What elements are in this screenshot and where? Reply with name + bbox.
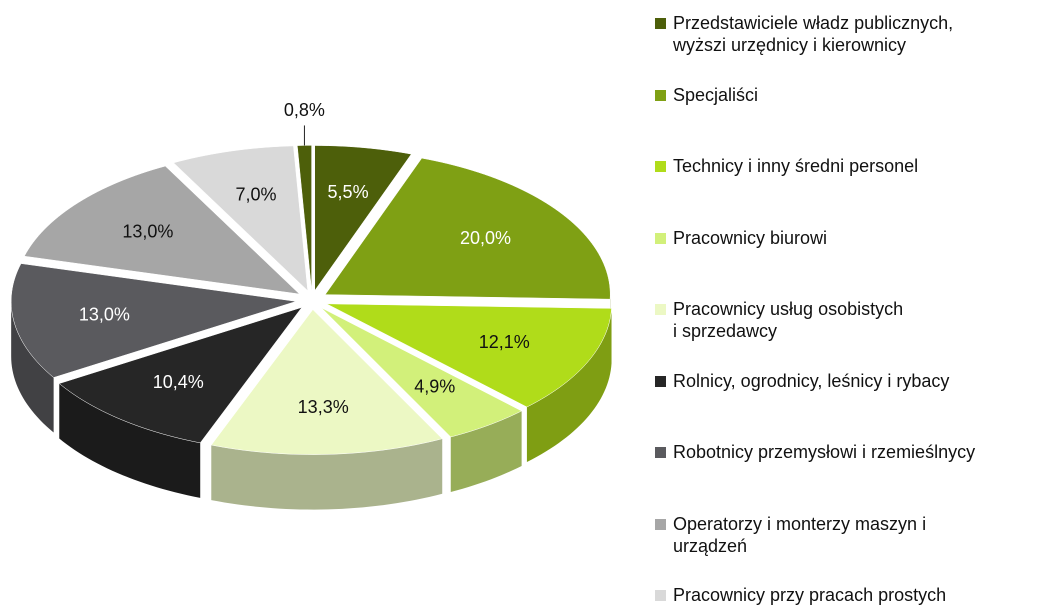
legend-entry: Pracownicy usług osobistych i sprzedawcy [655, 298, 1058, 342]
slice [297, 145, 312, 291]
legend-swatch [655, 89, 666, 101]
slice-side [59, 383, 201, 498]
legend-swatch [655, 375, 666, 387]
data-label: 13,0% [122, 221, 173, 241]
legend-entry: Technicy i inny średni personel [655, 155, 1058, 177]
data-label: 12,1% [479, 332, 530, 352]
legend-label: Technicy i inny średni personel [673, 156, 919, 176]
data-label: 10,4% [153, 372, 204, 392]
slice-side [211, 438, 443, 510]
legend-label: Robotnicy przemysłowi i rzemieślnycy [673, 442, 976, 462]
legend-swatch [655, 590, 666, 601]
legend-entry: Pracownicy przy pracach prostych [655, 584, 1058, 606]
data-label: 4,9% [414, 376, 455, 396]
legend-label: Pracownicy usług osobistych i sprzedawcy [673, 299, 904, 341]
slice [326, 303, 612, 408]
legend-entry: Robotnicy przemysłowi i rzemieślnycy [655, 441, 1058, 463]
legend-label: Pracownicy biurowi [673, 227, 828, 248]
legend-swatch [655, 304, 666, 315]
slice [210, 309, 443, 455]
legend-entry: Operatorzy i monterzy maszyn i urządzeń [655, 513, 1058, 557]
slice [321, 307, 523, 438]
legend-swatch [655, 518, 666, 530]
legend-label: Przedstawiciele władz publicznych, wyższ… [673, 13, 954, 55]
slice [324, 157, 611, 300]
data-label: 5,5% [328, 182, 369, 202]
data-label: 7,0% [235, 184, 276, 204]
legend-swatch [655, 161, 666, 172]
data-label: 0,8% [284, 100, 325, 120]
legend-entry: Pracownicy biurowi [655, 227, 1058, 249]
legend-label: Pracownicy przy pracach prostych [673, 585, 947, 605]
slice [23, 165, 301, 295]
data-label: 20,0% [460, 228, 511, 248]
legend-swatch [655, 18, 666, 29]
data-label: 13,3% [298, 397, 349, 417]
legend-swatch [655, 232, 666, 244]
legend-entry: Przedstawiciele władz publicznych, wyższ… [655, 12, 1058, 56]
slice-side [11, 301, 54, 433]
legend-label: Operatorzy i monterzy maszyn i urządzeń [673, 513, 927, 556]
data-label: 13,0% [79, 304, 130, 324]
slice [10, 263, 297, 378]
legend-label: Specjaliści [673, 84, 759, 105]
slice-side [526, 308, 612, 463]
slice [173, 145, 309, 292]
chart: 5,5% 20,0% 12,1% 4,9% 13,3% 10,4% 13,0% 13,0% 7,… [10, 100, 612, 510]
legend-swatch [655, 447, 666, 458]
slice [58, 306, 303, 444]
legend-entry: Specjaliści [655, 84, 1058, 106]
legend-entry: Rolnicy, ogrodnicy, leśnicy i rybacy [655, 370, 1058, 392]
legend-label: Rolnicy, ogrodnicy, leśnicy i rybacy [673, 370, 950, 391]
slice [314, 145, 412, 292]
slice-side [450, 410, 522, 492]
